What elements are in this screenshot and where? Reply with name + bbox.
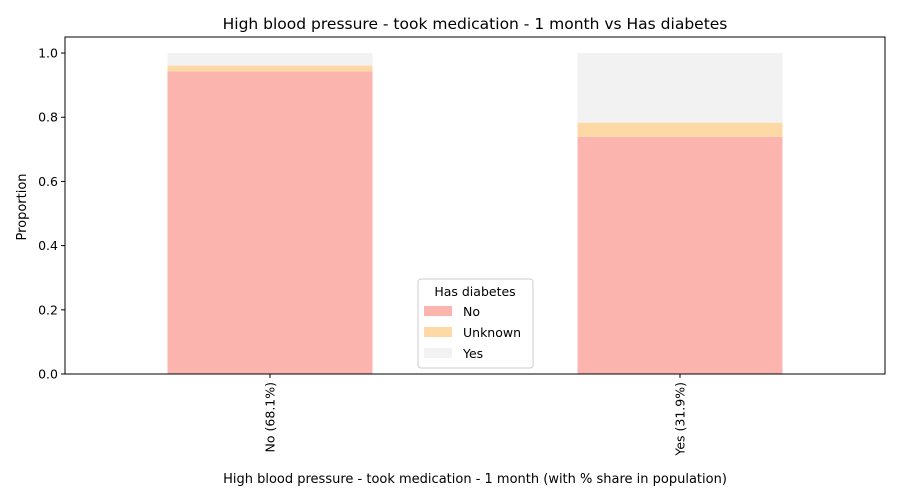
legend-swatch-no [424,306,452,316]
legend-swatch-unknown [424,327,452,337]
legend-title: Has diabetes [434,284,515,299]
y-tick-label: 0.4 [38,238,58,253]
bar-yes-1 [577,53,783,123]
plot-frame [64,36,886,375]
bar-no-0 [167,71,373,374]
bar-unknown-1 [577,122,783,137]
x-tick-label: Yes (31.9%) [673,382,688,457]
legend: Has diabetes No Unknown Yes [417,278,534,369]
x-axis-title: High blood pressure - took medication - … [223,472,727,487]
x-tick-label: No (68.1%) [263,382,278,452]
bar-no-1 [577,136,783,374]
bar-yes-0 [167,53,373,66]
y-axis: 0.0 0.2 0.4 0.6 0.8 1.0 [38,46,65,382]
legend-label-yes: Yes [462,346,483,361]
bars-layer [167,53,783,374]
legend-box [417,278,534,369]
legend-items: No Unknown Yes [424,304,521,361]
chart-title: High blood pressure - took medication - … [223,15,728,33]
y-tick-label: 0.6 [38,174,58,189]
y-tick-label: 0.0 [38,367,58,382]
bar-unknown-0 [167,65,373,72]
y-axis-title: Proportion [15,173,30,240]
legend-label-no: No [463,304,480,319]
y-tick-label: 0.8 [38,110,58,125]
legend-label-unknown: Unknown [463,325,521,340]
y-tick-label: 1.0 [38,46,58,61]
legend-swatch-yes [424,348,452,358]
x-axis: No (68.1%) Yes (31.9%) [263,374,688,457]
y-tick-label: 0.2 [38,302,58,317]
